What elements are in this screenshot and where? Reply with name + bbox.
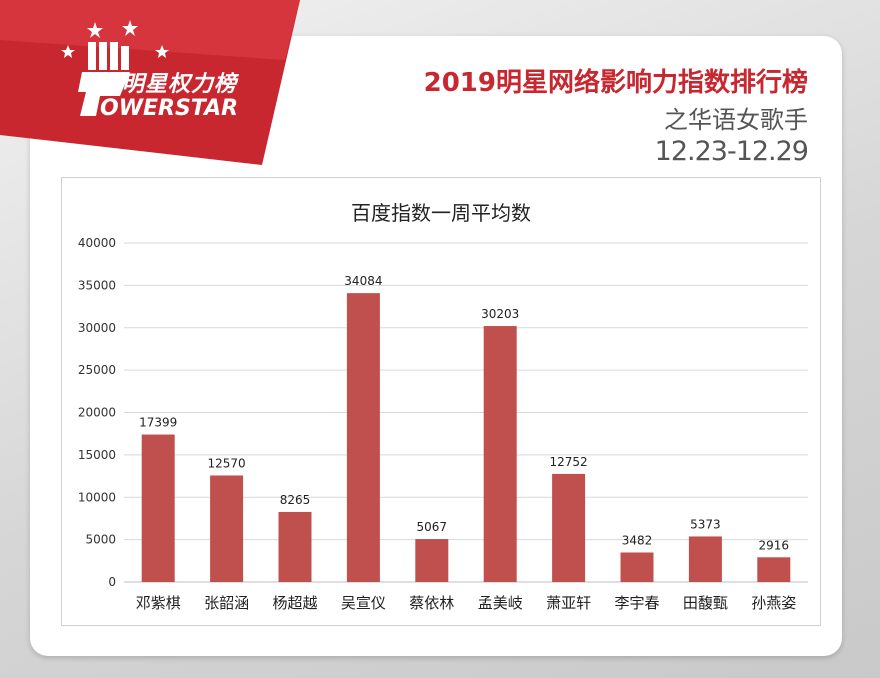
bar bbox=[552, 473, 586, 582]
fist-logo-icon bbox=[78, 42, 130, 116]
data-label: 30203 bbox=[481, 307, 519, 321]
chart-title: 百度指数一周平均数 bbox=[351, 201, 531, 225]
page-title: 2019明星网络影响力指数排行榜 bbox=[423, 68, 808, 98]
data-label: 5067 bbox=[417, 520, 448, 534]
bar bbox=[757, 557, 791, 582]
logo-chinese-text: 明星权力榜 bbox=[122, 72, 238, 97]
data-label: 17399 bbox=[139, 416, 177, 430]
star-icon bbox=[155, 45, 169, 58]
data-label: 12752 bbox=[550, 455, 588, 469]
x-tick-label: 孙燕姿 bbox=[751, 594, 796, 612]
bar-chart: 百度指数一周平均数 0 5000 10000 15000 20000 25000 30000… bbox=[78, 201, 808, 612]
chart-container: 百度指数一周平均数 0 5000 10000 15000 20000 25000 30000… bbox=[61, 177, 821, 626]
y-tick-label: 35000 bbox=[78, 278, 116, 292]
data-label: 3482 bbox=[622, 533, 653, 547]
y-tick-label: 0 bbox=[108, 575, 116, 589]
y-tick-label: 40000 bbox=[78, 236, 116, 250]
x-tick-label: 邓紫棋 bbox=[136, 594, 181, 612]
y-tick-label: 30000 bbox=[78, 321, 116, 335]
x-tick-label: 张韶涵 bbox=[204, 594, 249, 612]
y-tick-label: 15000 bbox=[78, 448, 116, 462]
x-tick-label: 吴宣仪 bbox=[341, 594, 386, 612]
bar bbox=[688, 536, 722, 582]
x-tick-label: 萧亚轩 bbox=[546, 594, 591, 612]
page-subtitle: 之华语女歌手 bbox=[664, 106, 808, 134]
x-tick-label: 李宇春 bbox=[614, 594, 659, 612]
data-label: 34084 bbox=[344, 274, 382, 288]
star-icon bbox=[122, 20, 138, 36]
star-icon bbox=[61, 45, 75, 58]
date-range: 12.23-12.29 bbox=[654, 136, 809, 167]
bar bbox=[483, 326, 517, 582]
brand-ribbon bbox=[0, 0, 300, 165]
y-tick-label: 10000 bbox=[78, 490, 116, 504]
bar bbox=[620, 552, 654, 582]
logo-english-text: OWERSTAR bbox=[100, 96, 239, 121]
y-tick-label: 5000 bbox=[85, 533, 116, 547]
y-tick-label: 25000 bbox=[78, 363, 116, 377]
x-tick-label: 田馥甄 bbox=[683, 594, 728, 612]
y-tick-label: 20000 bbox=[78, 406, 116, 420]
bar bbox=[346, 293, 380, 582]
star-icon bbox=[87, 22, 103, 38]
x-tick-label: 孟美岐 bbox=[478, 594, 523, 612]
bar bbox=[141, 434, 175, 582]
bar bbox=[278, 511, 312, 582]
bar bbox=[415, 539, 449, 582]
x-tick-label: 蔡依林 bbox=[409, 594, 454, 612]
data-label: 12570 bbox=[208, 456, 246, 470]
bar bbox=[210, 475, 244, 582]
x-tick-label: 杨超越 bbox=[272, 594, 317, 612]
data-label: 5373 bbox=[690, 517, 721, 531]
data-label: 8265 bbox=[280, 493, 311, 507]
data-label: 2916 bbox=[759, 538, 790, 552]
